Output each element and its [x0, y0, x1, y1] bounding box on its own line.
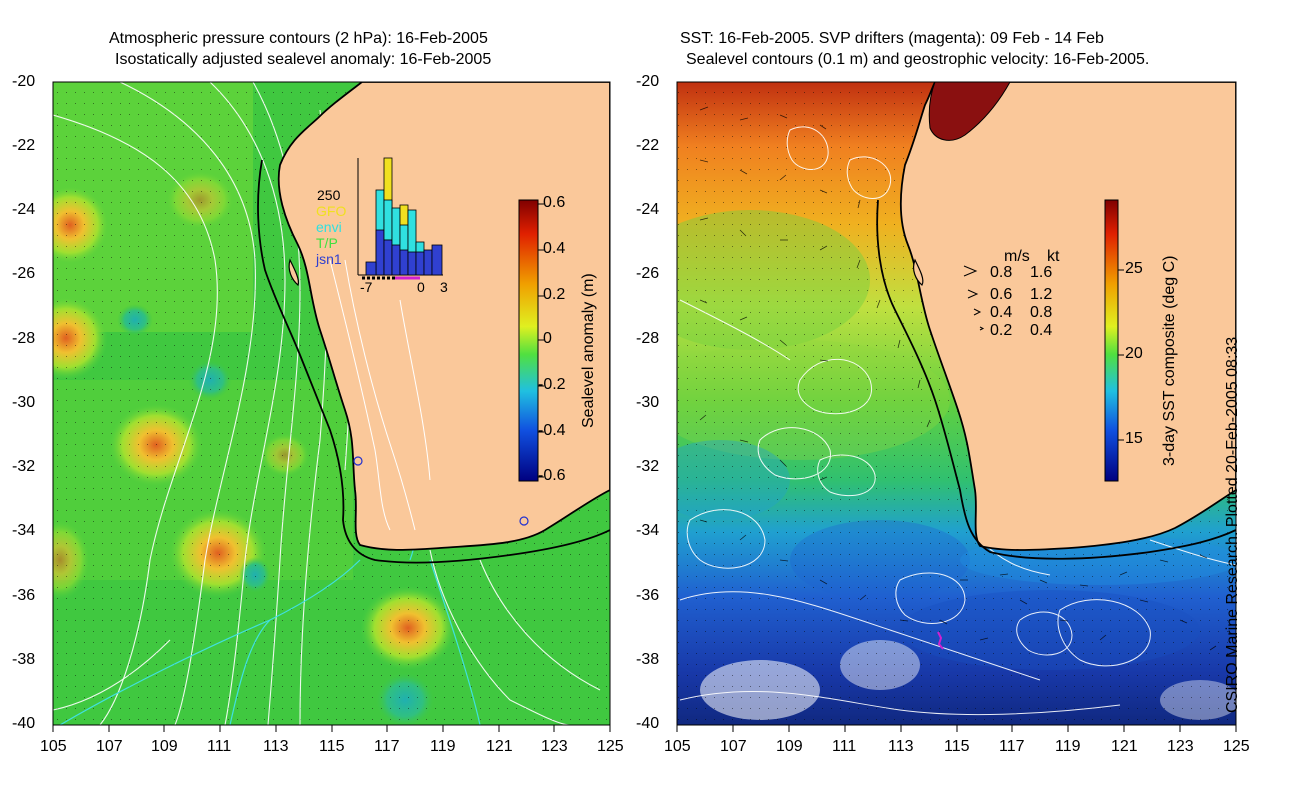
- y-tick-label: -22: [636, 137, 660, 154]
- colorbar-tick-label: 0.2: [543, 286, 566, 303]
- velocity-legend-header-ms: m/s: [1004, 248, 1030, 265]
- x-tick-label: 111: [207, 738, 232, 755]
- x-tick-label: 115: [319, 738, 345, 755]
- velocity-legend-ms: 0.4: [990, 304, 1013, 321]
- left-axis-ticks: [52, 725, 611, 732]
- right-title-line2: Sealevel contours (0.1 m) and geostrophi…: [686, 51, 1150, 68]
- inset-legend-gfo: GFO: [316, 203, 347, 219]
- y-tick-label: -40: [636, 715, 660, 732]
- y-tick-label: -24: [12, 201, 36, 218]
- velocity-legend-arrows: [963, 265, 985, 331]
- y-tick-label: -38: [636, 651, 660, 668]
- x-tick-label: 111: [832, 738, 857, 755]
- right-title-line1: SST: 16-Feb-2005. SVP drifters (magenta)…: [680, 30, 1104, 47]
- inset-legend-envi: envi: [316, 219, 342, 235]
- colorbar-tick-label: 15: [1125, 430, 1143, 447]
- australia-land-right: [899, 82, 1236, 551]
- sla-colorbar: [518, 199, 544, 482]
- x-tick-label: 113: [263, 738, 289, 755]
- station-marker: [519, 516, 529, 526]
- colorbar-tick-label: -0.6: [538, 467, 566, 484]
- y-tick-label: -26: [636, 265, 660, 282]
- colorbar-tick-label: 0: [543, 330, 552, 347]
- left-title-line2: Isostatically adjusted sealevel anomaly:…: [115, 51, 492, 68]
- velocity-legend-kt: 0.4: [1030, 322, 1053, 339]
- station-marker: [353, 456, 363, 466]
- x-tick-label: 107: [96, 738, 123, 755]
- sst-colorbar: [1104, 199, 1124, 482]
- colorbar-tick-label: 20: [1125, 345, 1143, 362]
- x-tick-label: 123: [1167, 738, 1194, 755]
- x-tick-label: 105: [40, 738, 67, 755]
- y-tick-label: -30: [636, 394, 660, 411]
- colorbar-tick-label: -0.4: [538, 422, 566, 439]
- svp-drifter-track: [937, 631, 944, 650]
- inset-x-tick: 3: [440, 279, 448, 295]
- y-tick-label: -30: [12, 394, 36, 411]
- y-tick-label: -36: [636, 587, 660, 604]
- y-tick-label: -26: [12, 265, 36, 282]
- y-tick-label: -34: [12, 522, 36, 539]
- x-tick-label: 107: [720, 738, 747, 755]
- left-title-line1: Atmospheric pressure contours (2 hPa): 1…: [109, 30, 488, 47]
- colorbar-tick-label: 25: [1125, 260, 1143, 277]
- y-tick-label: -36: [12, 587, 36, 604]
- x-tick-label: 119: [430, 738, 456, 755]
- inset-x-tick: 0: [417, 279, 425, 295]
- x-tick-label: 113: [888, 738, 914, 755]
- y-tick-label: -32: [12, 458, 36, 475]
- y-tick-label: -40: [12, 715, 36, 732]
- x-tick-label: 109: [776, 738, 803, 755]
- x-tick-label: 123: [541, 738, 568, 755]
- velocity-legend-ms: 0.8: [990, 264, 1013, 281]
- sst-colorbar-label: 3-day SST composite (deg C): [1161, 255, 1178, 466]
- colorbar-tick-label: -0.2: [538, 376, 566, 393]
- x-tick-label: 121: [1111, 738, 1138, 755]
- x-tick-label: 121: [486, 738, 513, 755]
- inset-legend-jsn1: jsn1: [316, 251, 342, 267]
- y-tick-label: -24: [636, 201, 660, 218]
- velocity-legend-header-kt: kt: [1047, 248, 1060, 265]
- velocity-legend-kt: 0.8: [1030, 304, 1053, 321]
- colorbar-tick-label: 0.4: [543, 240, 566, 257]
- y-tick-label: -34: [636, 522, 660, 539]
- right-axis-ticks: [676, 725, 1237, 732]
- velocity-legend-kt: 1.2: [1030, 286, 1053, 303]
- right-map: [677, 82, 1236, 725]
- y-tick-label: -22: [12, 137, 36, 154]
- inset-histogram: [357, 157, 443, 280]
- x-tick-label: 115: [944, 738, 970, 755]
- y-tick-label: -32: [636, 458, 660, 475]
- inset-y-label: 250: [317, 187, 341, 203]
- inset-x-tick: -7: [360, 279, 373, 295]
- y-tick-label: -20: [636, 73, 660, 90]
- x-tick-label: 117: [374, 738, 400, 755]
- y-tick-label: -38: [12, 651, 36, 668]
- x-tick-label: 125: [1223, 738, 1250, 755]
- velocity-legend-kt: 1.6: [1030, 264, 1053, 281]
- colorbar-tick-label: 0.6: [543, 194, 566, 211]
- velocity-legend-ms: 0.2: [990, 322, 1013, 339]
- inset-legend-tp: T/P: [316, 235, 338, 251]
- y-tick-label: -28: [12, 330, 36, 347]
- x-tick-label: 119: [1055, 738, 1081, 755]
- credit-text: CSIRO Marine Research. Plotted 20-Feb-20…: [1224, 336, 1241, 713]
- y-tick-label: -20: [12, 73, 36, 90]
- x-tick-label: 125: [597, 738, 624, 755]
- x-tick-label: 109: [151, 738, 178, 755]
- y-tick-label: -28: [636, 330, 660, 347]
- x-tick-label: 105: [664, 738, 691, 755]
- velocity-legend-ms: 0.6: [990, 286, 1013, 303]
- x-tick-label: 117: [999, 738, 1025, 755]
- sla-colorbar-label: Sealevel anomaly (m): [580, 273, 597, 428]
